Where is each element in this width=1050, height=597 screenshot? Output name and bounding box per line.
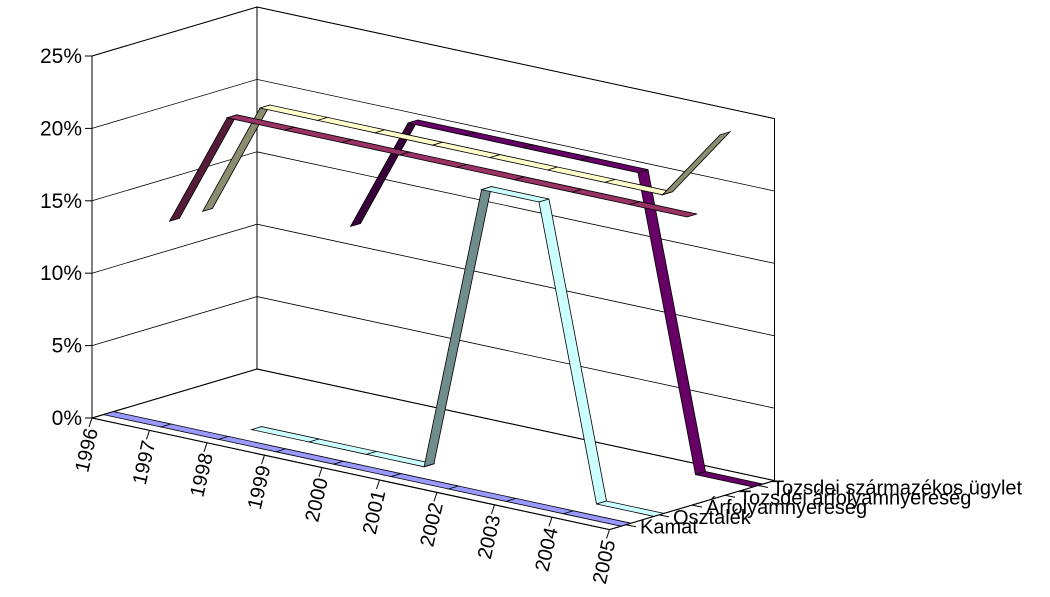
series-segment xyxy=(504,497,574,515)
series-2 xyxy=(168,114,698,222)
series-segment xyxy=(637,169,706,476)
series-segment xyxy=(250,426,321,443)
series-segment xyxy=(465,131,534,149)
x-axis-line xyxy=(91,417,610,531)
series-segment xyxy=(258,104,329,121)
y-tick-label: 0% xyxy=(52,407,82,430)
series-segment xyxy=(596,500,665,517)
x-tick-mark xyxy=(548,517,553,527)
depth-tick-mark xyxy=(691,504,703,508)
x-tick-mark xyxy=(491,504,495,514)
series-segment xyxy=(455,163,525,181)
series-segment xyxy=(538,198,607,505)
series-ribbons xyxy=(103,104,764,527)
gridlines xyxy=(91,6,775,409)
series-label: Tozsdei származékos ügylet xyxy=(772,478,1023,500)
depth-tick-mark xyxy=(625,524,637,528)
x-tick-mark xyxy=(318,467,323,477)
x-tick-label: 2002 xyxy=(416,501,447,549)
series-segment xyxy=(488,154,558,171)
series-4 xyxy=(349,119,764,488)
series-segment xyxy=(407,119,476,136)
x-tick-label: 2001 xyxy=(359,488,390,536)
x-tick-mark xyxy=(606,529,610,539)
series-segment xyxy=(431,141,502,159)
x-tick-label: 1999 xyxy=(244,463,275,511)
series-segment xyxy=(307,438,378,455)
series-label: Kamat xyxy=(640,517,698,539)
y-tick-label: 25% xyxy=(40,45,82,68)
y-tick-label: 20% xyxy=(40,117,82,140)
x-tick-mark xyxy=(146,430,150,440)
x-tick-label: 2004 xyxy=(531,525,562,573)
x-tick-label: 1998 xyxy=(186,451,217,499)
series-segment xyxy=(274,448,345,465)
series-label: Osztalék xyxy=(673,507,752,529)
series-segment xyxy=(571,188,640,206)
gridline xyxy=(91,78,775,192)
series-segment xyxy=(103,411,173,428)
gridline xyxy=(91,223,775,337)
y-tick-label: 10% xyxy=(40,262,82,285)
gridline xyxy=(91,296,775,409)
series-segment xyxy=(159,423,230,440)
series-segment xyxy=(389,473,460,490)
series-segment xyxy=(547,166,616,183)
x-axis-ticks: 1996 1997 1998 1999 2000 2001 2002 2003 2004 2005 xyxy=(71,417,620,586)
series-segment xyxy=(332,460,403,478)
series-label: Árfolyamnyereség xyxy=(706,496,867,519)
series-segment xyxy=(398,151,469,168)
x-tick-label: 1996 xyxy=(71,426,102,474)
x-tick-mark xyxy=(433,492,438,502)
series-segment xyxy=(365,450,436,468)
y-tick-label: 15% xyxy=(40,190,82,213)
depth-tick-mark xyxy=(658,514,670,518)
x-tick-label: 2005 xyxy=(589,538,620,586)
series-segment xyxy=(283,126,354,144)
series-segment xyxy=(695,471,764,488)
x-tick-mark xyxy=(88,417,93,428)
series-segment xyxy=(217,435,288,453)
series-segment xyxy=(514,176,583,193)
x-tick-mark xyxy=(203,442,208,452)
depth-tick-mark xyxy=(724,494,736,498)
series-1 xyxy=(250,186,665,517)
series-segment xyxy=(423,186,492,468)
gridline xyxy=(91,151,775,264)
series-segment xyxy=(522,144,591,161)
depth-tick-mark xyxy=(757,485,769,488)
y-tick-label: 5% xyxy=(52,335,82,358)
x-tick-label: 2000 xyxy=(301,476,332,524)
back-wall xyxy=(256,6,775,482)
x-tick-mark xyxy=(376,479,380,490)
series-segment xyxy=(629,201,698,218)
series-segment xyxy=(661,130,732,196)
series-segment xyxy=(563,510,632,527)
series-segment xyxy=(316,116,387,134)
series-0 xyxy=(103,411,632,527)
gridline xyxy=(91,6,775,119)
x-tick-mark xyxy=(261,455,265,465)
y-axis-ticks: 0% 5% 10% 15% 20% 25% xyxy=(40,45,92,430)
series-3 xyxy=(201,104,732,213)
series-label: Tozsdei árfolyamnyereség xyxy=(739,487,971,509)
series-segment xyxy=(447,485,518,502)
series-segment xyxy=(480,186,550,203)
depth-axis-line xyxy=(609,480,775,531)
series-segment xyxy=(604,178,673,196)
x-tick-label: 1997 xyxy=(129,439,160,487)
series-segment xyxy=(580,156,649,174)
x-tick-label: 2003 xyxy=(474,513,505,561)
